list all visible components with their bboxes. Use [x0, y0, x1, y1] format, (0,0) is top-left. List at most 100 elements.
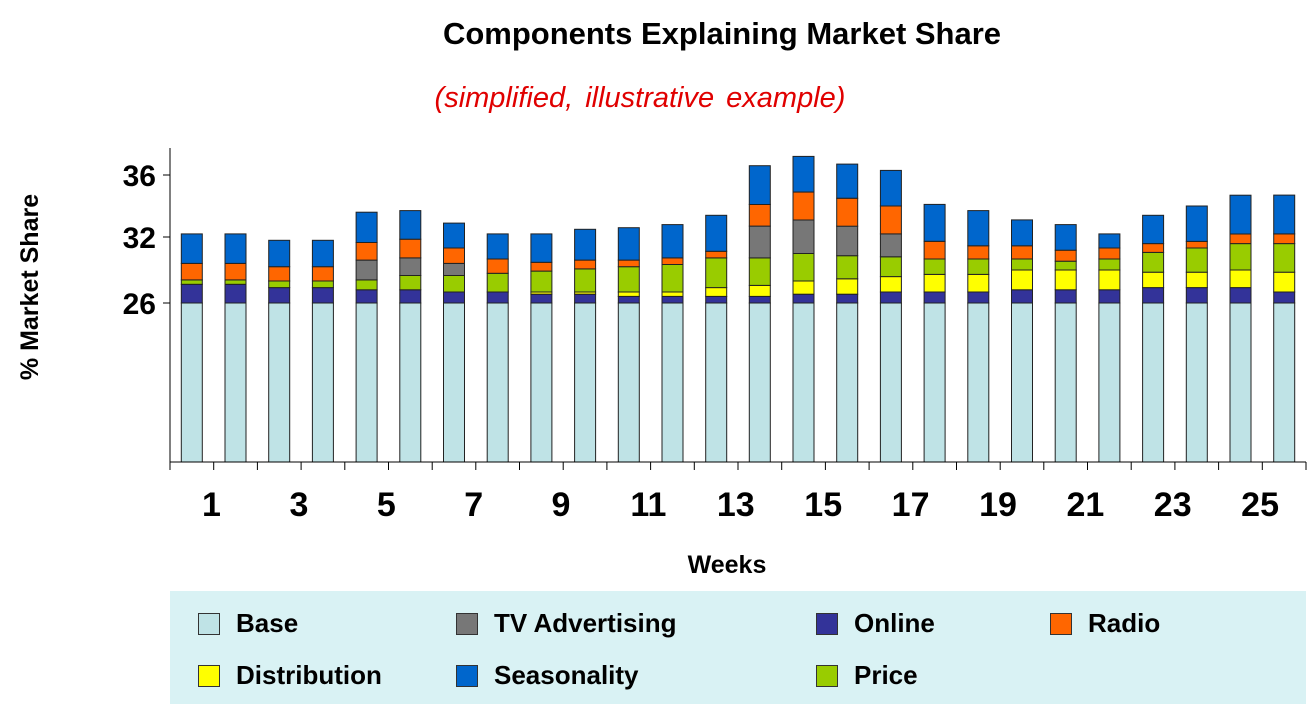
bar-segment-price-week-23 [1142, 251, 1165, 273]
bar-segment-price-week-11 [617, 266, 640, 293]
bar-segment-distribution-week-11 [617, 291, 640, 297]
bar-segment-price-week-19 [967, 258, 990, 275]
bar-segment-online-week-13 [705, 295, 728, 304]
bar-segment-price-week-5 [355, 279, 378, 291]
bar-segment-online-week-7 [443, 291, 465, 304]
bar-segment-seasonality-week-1 [180, 233, 203, 264]
bar-segment-online-week-20 [1011, 289, 1033, 304]
bar-segment-base-week-1 [180, 302, 203, 463]
x-tick-label: 11 [630, 486, 666, 524]
x-tick-label: 13 [717, 486, 755, 524]
bar-segment-base-week-12 [661, 302, 684, 463]
x-axis-label: Weeks [688, 551, 767, 579]
bar-segment-radio-week-1 [180, 262, 203, 281]
bar-segment-online-week-15 [792, 293, 815, 304]
legend-item-radio: Radio [1050, 608, 1160, 639]
bar-segment-price-week-25 [1229, 243, 1252, 271]
bar-segment-seasonality-week-20 [1011, 219, 1033, 247]
bar-segment-radio-week-6 [399, 238, 422, 259]
bar-segment-price-week-16 [836, 255, 859, 280]
legend-item-seasonality: Seasonality [456, 660, 639, 691]
legend: Base TV Advertising Online Radio Distributio… [170, 591, 1306, 704]
bar-segment-tv-advertising-week-14 [748, 225, 771, 259]
bar-segment-online-week-1 [180, 283, 203, 304]
bar-segment-distribution-week-15 [792, 280, 815, 295]
y-axis-label: % Market Share [16, 194, 44, 380]
bar-segment-radio-week-11 [617, 259, 640, 268]
bar-segment-online-week-26 [1273, 291, 1296, 304]
x-tick-label: 23 [1154, 486, 1192, 524]
bar-segment-base-week-2 [224, 302, 247, 463]
bar-segment-price-week-14 [748, 257, 771, 286]
bar-segment-online-week-16 [836, 293, 859, 304]
bar-segment-seasonality-week-23 [1142, 214, 1165, 245]
bar-segment-base-week-14 [748, 302, 771, 463]
x-tick-label: 25 [1241, 486, 1279, 524]
bar-segment-seasonality-week-14 [748, 165, 771, 205]
bar-segment-distribution-week-19 [967, 273, 990, 293]
legend-swatch [198, 612, 220, 635]
bar-segment-distribution-week-16 [836, 278, 859, 295]
bar-segment-price-week-26 [1273, 243, 1296, 273]
legend-label: TV Advertising [494, 608, 677, 638]
bar-segment-tv-advertising-week-6 [399, 257, 422, 276]
bar-segment-distribution-week-18 [923, 273, 946, 293]
bar-segment-radio-week-14 [748, 203, 771, 227]
bar-segment-online-week-17 [879, 291, 902, 304]
bar-segment-base-week-6 [399, 302, 422, 463]
bar-segment-seasonality-week-17 [879, 169, 902, 207]
bar-segment-price-week-3 [268, 280, 291, 289]
bar-segment-seasonality-week-22 [1098, 233, 1121, 249]
bar-segment-seasonality-week-8 [486, 233, 509, 260]
legend-label: Distribution [236, 660, 382, 690]
x-tick-label: 3 [289, 486, 308, 524]
bar-segment-base-week-8 [486, 302, 509, 463]
bar-segment-radio-week-21 [1054, 249, 1077, 262]
y-tick-label: 32 [123, 222, 156, 255]
bar-segment-price-week-21 [1054, 260, 1077, 271]
bar-segment-tv-advertising-week-15 [792, 219, 815, 254]
bar-segment-base-week-4 [311, 302, 334, 463]
bar-segment-price-week-20 [1011, 258, 1033, 271]
bar-segment-price-week-2 [224, 279, 247, 285]
legend-swatch [816, 612, 838, 635]
bar-segment-radio-week-4 [311, 266, 334, 282]
bar-segment-seasonality-week-19 [967, 210, 990, 247]
bar-segment-distribution-week-17 [879, 276, 902, 293]
bar-segment-seasonality-week-11 [617, 227, 640, 261]
bar-segment-price-week-22 [1098, 258, 1121, 271]
y-tick-label: 26 [123, 288, 156, 321]
bar-segment-radio-week-16 [836, 197, 859, 227]
bar-segment-radio-week-12 [661, 257, 684, 265]
bar-segment-online-week-19 [967, 291, 990, 304]
bar-segment-radio-week-24 [1185, 240, 1208, 249]
bar-segment-base-week-24 [1185, 302, 1208, 463]
bar-segment-distribution-week-22 [1098, 269, 1121, 291]
bar-segment-tv-advertising-week-5 [355, 259, 378, 281]
bar-segment-distribution-week-24 [1185, 271, 1208, 289]
bar-segment-radio-week-19 [967, 245, 990, 260]
bar-segment-radio-week-8 [486, 258, 509, 274]
bar-segment-price-week-17 [879, 256, 902, 278]
bar-segment-online-week-12 [661, 295, 684, 304]
bar-segment-radio-week-20 [1011, 245, 1033, 260]
bar-segment-base-week-11 [617, 302, 640, 463]
bar-segment-seasonality-week-7 [443, 222, 465, 249]
bar-segment-base-week-16 [836, 302, 859, 463]
bar-segment-online-week-3 [268, 287, 291, 304]
bar-segment-base-week-19 [967, 302, 990, 463]
bar-segment-price-week-24 [1185, 247, 1208, 273]
bar-segment-seasonality-week-4 [311, 239, 334, 268]
bar-segment-seasonality-week-5 [355, 211, 378, 243]
bar-segment-radio-week-2 [224, 262, 247, 281]
bar-segment-distribution-week-14 [748, 284, 771, 297]
bar-segment-seasonality-week-24 [1185, 205, 1208, 242]
legend-label: Online [854, 608, 935, 638]
bar-segment-radio-week-18 [923, 240, 946, 260]
bar-segment-radio-week-26 [1273, 233, 1296, 245]
bar-segment-seasonality-week-2 [224, 233, 247, 264]
bar-segment-seasonality-week-3 [268, 239, 291, 268]
bar-segment-price-week-8 [486, 272, 509, 293]
bar-segment-distribution-week-23 [1142, 271, 1165, 289]
legend-item-online: Online [816, 608, 935, 639]
